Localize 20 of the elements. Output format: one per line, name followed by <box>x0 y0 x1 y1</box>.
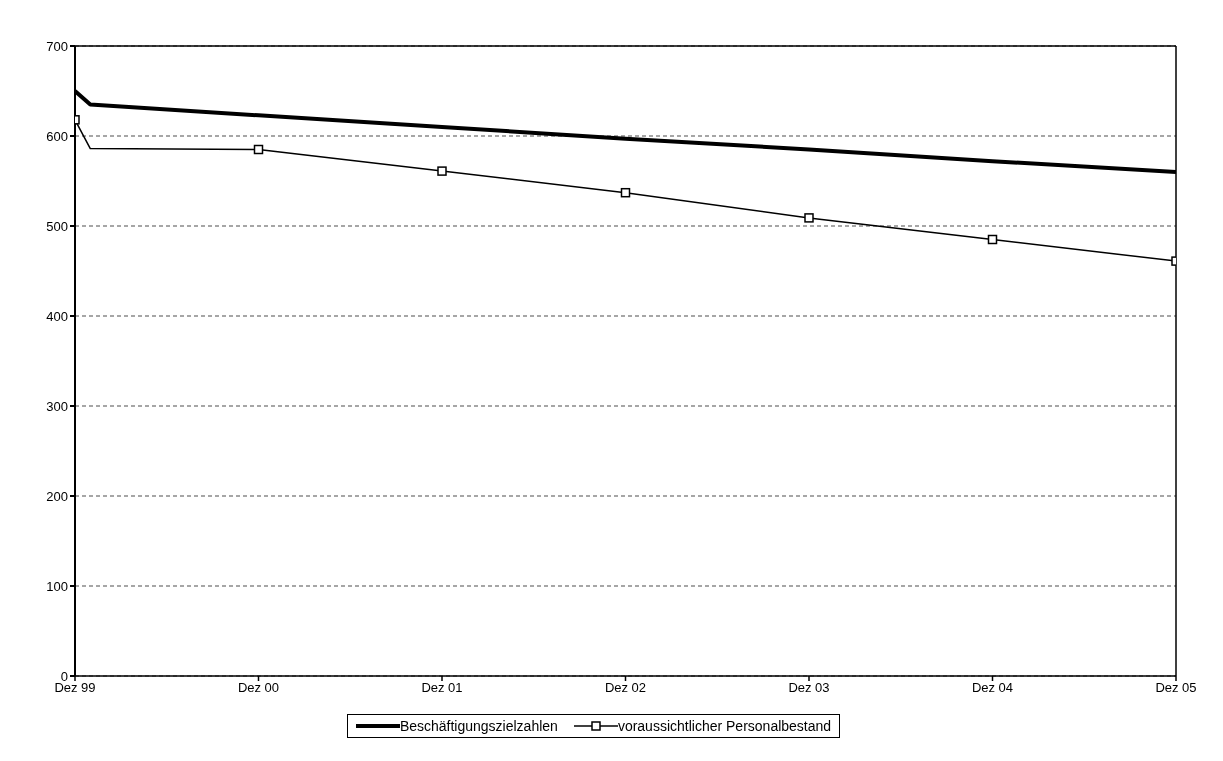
point <box>804 213 814 223</box>
y-tick-label: 500 <box>46 218 68 234</box>
y-tick-label: 600 <box>46 128 68 144</box>
y-tick-label: 300 <box>46 398 68 414</box>
x-tick-label: Dez 01 <box>421 680 463 696</box>
x-tick-label: Dez 05 <box>1155 680 1197 696</box>
point <box>253 144 264 155</box>
point <box>437 166 447 176</box>
x-tick-label: Dez 03 <box>788 680 830 696</box>
x-tick-label: Dez 02 <box>604 680 647 696</box>
point <box>987 234 998 245</box>
legend-label: voraussichtlicher Personalbestand <box>617 718 832 734</box>
x-tick-label: Dez 04 <box>971 680 1014 696</box>
point <box>620 187 631 198</box>
y-tick-label: 200 <box>46 488 68 504</box>
y-tick-label: 400 <box>46 308 68 324</box>
x-tick-label: Dez 00 <box>237 680 280 696</box>
legend-label: Beschäftigungszielzahlen <box>399 718 558 734</box>
y-tick-label: 100 <box>46 578 68 594</box>
y-tick-label: 700 <box>46 38 68 54</box>
